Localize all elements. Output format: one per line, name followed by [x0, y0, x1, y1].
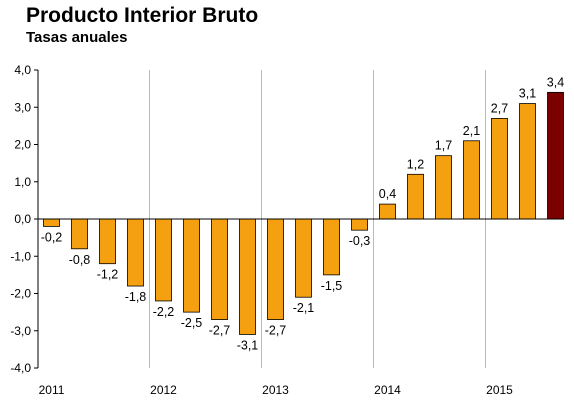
bar — [379, 203, 396, 220]
bar — [491, 118, 508, 220]
data-label: -1,2 — [97, 268, 119, 282]
bar — [127, 218, 144, 287]
y-tick-label: 1,0 — [14, 175, 31, 189]
y-tick-label: -1,0 — [10, 249, 31, 263]
data-label: -1,8 — [125, 290, 147, 304]
data-label: -2,2 — [153, 305, 175, 319]
bar — [351, 218, 368, 231]
y-tick-label: -2,0 — [10, 287, 31, 301]
data-label: 1,7 — [435, 139, 452, 153]
y-tick-label: 0,0 — [14, 212, 31, 226]
data-label: -0,8 — [69, 253, 91, 267]
data-label: 2,1 — [463, 124, 480, 138]
bar — [71, 218, 88, 250]
data-label: -2,7 — [209, 324, 231, 338]
data-label: -1,5 — [321, 279, 343, 293]
y-tick-label: 2,0 — [14, 138, 31, 152]
data-label: -2,5 — [181, 316, 203, 330]
bar — [155, 218, 172, 302]
data-label: -0,3 — [349, 234, 371, 248]
x-tick-label: 2015 — [486, 383, 513, 397]
data-label: -2,7 — [265, 324, 287, 338]
x-tick-label: 2013 — [262, 383, 289, 397]
chart-title: Producto Interior Bruto — [26, 4, 259, 27]
x-tick-label: 2011 — [39, 383, 65, 397]
y-tick-label: 4,0 — [14, 63, 31, 77]
bar — [211, 218, 228, 320]
bar — [295, 218, 312, 298]
data-label: 0,4 — [379, 187, 396, 201]
data-label: -2,1 — [293, 301, 315, 315]
bar — [183, 218, 200, 313]
bar — [267, 218, 284, 320]
data-label: -3,1 — [237, 338, 259, 352]
bar — [43, 218, 60, 227]
data-label: 2,7 — [491, 101, 508, 115]
x-tick-label: 2014 — [374, 383, 401, 397]
y-tick-label: -4,0 — [10, 361, 31, 375]
bar — [99, 218, 116, 265]
bar — [407, 173, 424, 220]
data-label: 1,2 — [407, 157, 424, 171]
data-label: -0,2 — [41, 230, 63, 244]
data-label: 3,1 — [519, 87, 536, 101]
bar — [547, 91, 564, 220]
chart-subtitle: Tasas anuales — [26, 29, 128, 46]
x-tick-label: 2012 — [150, 383, 177, 397]
bar — [463, 140, 480, 220]
bar — [239, 218, 256, 335]
y-tick-label: 3,0 — [14, 100, 31, 114]
bar — [323, 218, 340, 276]
bar — [435, 155, 452, 220]
y-tick-label: -3,0 — [10, 324, 31, 338]
data-label: 3,4 — [547, 75, 564, 89]
bar — [519, 103, 536, 220]
